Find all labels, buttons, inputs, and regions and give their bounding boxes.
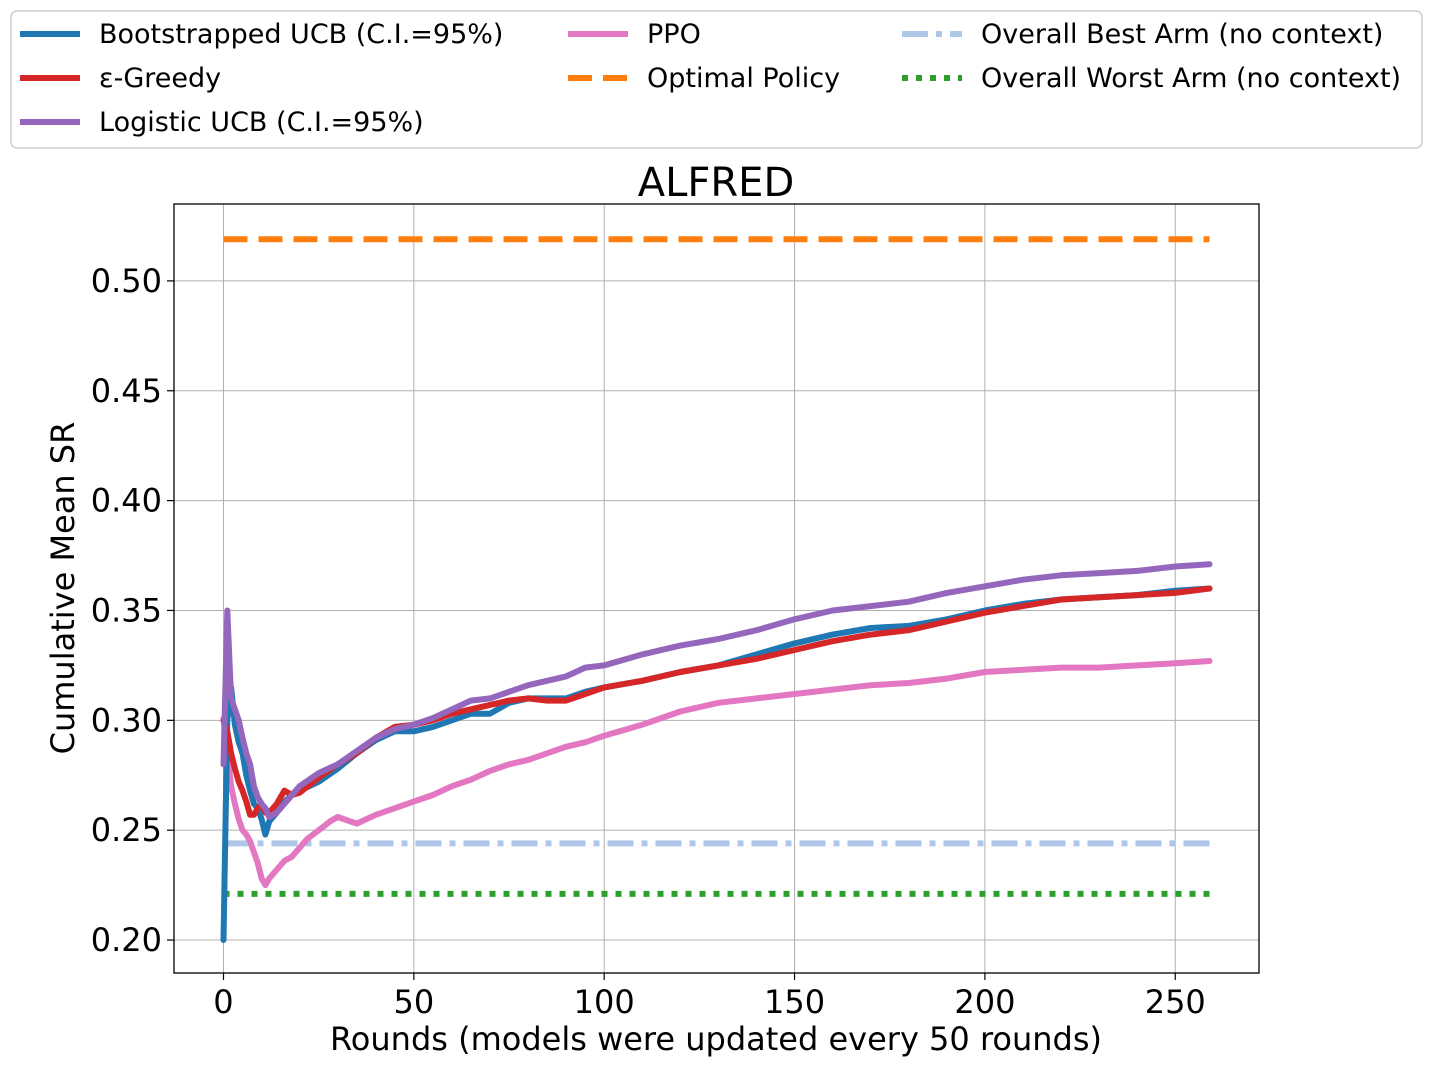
legend-label: Bootstrapped UCB (C.I.=95%)	[99, 19, 503, 50]
ticks: 0 50 100 150 200 250 0.20 0.25 0.30 0.35 0.40 0.45 0…	[91, 262, 1206, 1021]
y-tick-label: 0.30	[91, 701, 162, 739]
plot-frame	[173, 203, 1260, 974]
series-line-ppo	[220, 658, 1213, 889]
legend-label: Overall Worst Arm (no context)	[981, 63, 1401, 94]
legend-label: PPO	[647, 19, 701, 50]
plot-area: 0 50 100 150 200 250 0.20 0.25 0.30 0.35 0.40 0.45 0…	[91, 203, 1260, 1021]
y-tick-label: 0.20	[91, 921, 162, 959]
legend-item-greedy: ε-Greedy	[20, 63, 221, 94]
legend-label: Overall Best Arm (no context)	[981, 19, 1383, 50]
legend-label: Optimal Policy	[647, 63, 840, 94]
legend-item-logistic-ucb-c-i-95: Logistic UCB (C.I.=95%)	[20, 107, 424, 138]
y-axis-label: Cumulative Mean SR	[44, 422, 82, 755]
x-tick-label: 200	[954, 983, 1015, 1021]
chart-title: ALFRED	[638, 160, 795, 206]
series-line-bootstrapped-ucb-c-i-95	[220, 585, 1213, 943]
y-tick-label: 0.35	[91, 591, 162, 629]
x-tick-label: 250	[1145, 983, 1206, 1021]
y-tick-label: 0.40	[91, 482, 162, 520]
series-layer	[220, 236, 1213, 943]
y-tick-label: 0.50	[91, 262, 162, 300]
legend-entries: Bootstrapped UCB (C.I.=95%) ε-Greedy Logis…	[20, 19, 1401, 138]
x-axis-label: Rounds (models were updated every 50 rou…	[330, 1020, 1102, 1058]
plot-background	[174, 204, 1259, 973]
x-tick-label: 100	[574, 983, 635, 1021]
legend-item-overall-worst-arm-no-context: Overall Worst Arm (no context)	[902, 63, 1401, 94]
legend-item-optimal-policy: Optimal Policy	[568, 63, 840, 94]
legend-label: Logistic UCB (C.I.=95%)	[99, 107, 424, 138]
series-line-greedy	[220, 585, 1213, 818]
legend-item-ppo: PPO	[568, 19, 701, 50]
x-tick-label: 150	[764, 983, 825, 1021]
legend: Bootstrapped UCB (C.I.=95%) ε-Greedy Logis…	[10, 10, 1423, 149]
legend-item-overall-best-arm-no-context: Overall Best Arm (no context)	[902, 19, 1383, 50]
legend-label: ε-Greedy	[99, 63, 221, 94]
x-tick-label: 50	[393, 983, 434, 1021]
legend-frame	[10, 10, 1423, 149]
y-tick-label: 0.45	[91, 372, 162, 410]
y-tick-label: 0.25	[91, 811, 162, 849]
series-line-logistic-ucb-c-i-95	[220, 561, 1213, 820]
legend-item-bootstrapped-ucb-c-i-95: Bootstrapped UCB (C.I.=95%)	[20, 19, 503, 50]
x-tick-label: 0	[213, 983, 233, 1021]
